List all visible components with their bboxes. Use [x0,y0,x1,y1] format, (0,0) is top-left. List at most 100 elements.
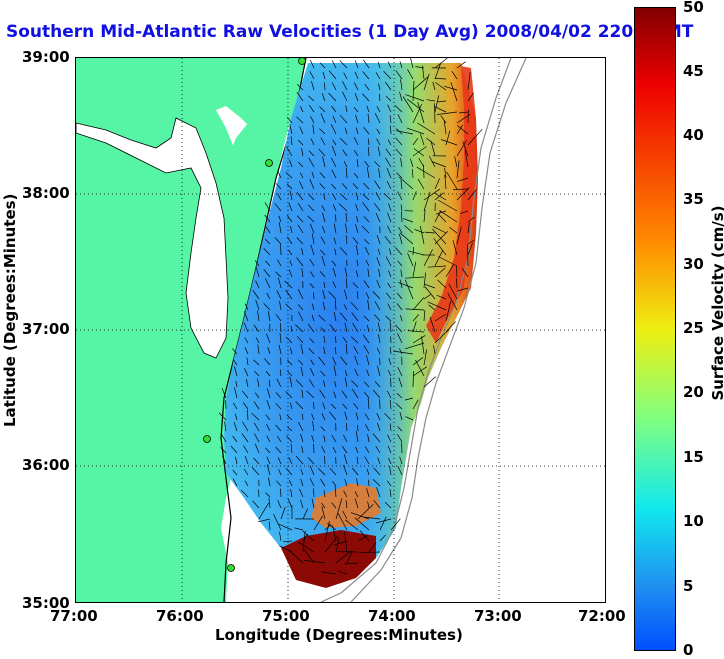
velocity-vector [372,291,381,300]
velocity-vector [243,322,249,333]
velocity-vector [366,167,370,179]
velocity-vector [419,225,425,245]
velocity-vector [332,204,337,212]
velocity-vector [396,393,403,399]
velocity-vector [396,130,414,135]
velocity-vector [243,310,249,322]
velocity-vector [266,400,271,410]
velocity-vector [410,58,414,69]
velocity-vector [332,267,337,278]
velocity-vector [376,487,381,498]
velocity-vector [268,477,271,487]
map-title: Southern Mid-Atlantic Raw Velocities (1 … [6,22,694,42]
velocity-vector [445,300,452,322]
velocity-vector [377,457,381,465]
velocity-vector [266,456,271,465]
velocity-vector [437,199,458,212]
xtick-label: 73:00 [474,607,522,625]
velocity-vector [276,480,282,487]
velocity-vector [344,267,348,278]
velocity-vector [334,486,337,498]
velocity-vector [378,93,381,102]
velocity-vector [298,161,304,168]
velocity-vector [383,192,392,201]
velocity-vector [343,464,348,476]
velocity-vector [277,259,282,267]
velocity-vector [405,416,414,421]
velocity-vector [355,204,359,212]
velocity-vector [387,225,392,234]
colorbar-tick: 45 [683,62,704,80]
velocity-vector [398,176,414,190]
velocity-vector [367,501,370,509]
velocity-vector [430,140,436,157]
velocity-vector [343,289,348,300]
velocity-vector [285,391,293,399]
velocity-vector [364,239,370,245]
velocity-vector [322,571,337,575]
velocity-vector [264,238,271,245]
velocity-vector [374,161,381,168]
velocity-vector [406,127,425,135]
velocity-vector [285,467,293,476]
velocity-vector [400,79,403,91]
velocity-vector [295,455,304,465]
velocity-vector [386,181,392,190]
velocity-vector [321,225,326,234]
velocity-vector [417,178,425,190]
velocity-vector [434,178,441,190]
velocity-vector [412,399,419,410]
velocity-vector [265,226,271,234]
velocity-vector [461,268,469,278]
velocity-vector [309,338,315,344]
colorbar-tick: 25 [683,319,704,337]
velocity-vector [307,457,315,465]
velocity-vector [377,61,381,69]
colorbar-tick: 30 [683,255,704,273]
velocity-vector [456,177,469,182]
velocity-vector [445,264,454,278]
velocity-vector [375,446,381,454]
velocity-vector [454,156,458,168]
velocity-vector [311,435,315,443]
velocity-vector [277,193,282,201]
velocity-vector [301,247,304,256]
velocity-vector [312,124,315,135]
velocity-vector [296,335,304,344]
velocity-vector [268,497,271,509]
velocity-vector [412,366,427,377]
velocity-vector [443,85,458,91]
xtick-label: 72:00 [578,607,626,625]
velocity-vector [318,314,326,322]
velocity-vector [232,469,238,476]
velocity-vector [432,225,447,234]
velocity-vector [427,265,447,268]
velocity-vector [244,455,249,465]
velocity-vector [251,412,260,421]
velocity-vector [340,194,348,201]
velocity-vector [412,146,427,157]
velocity-vector [277,435,282,443]
velocity-vector [308,95,315,102]
velocity-vector [300,106,304,113]
velocity-vector [345,223,348,234]
velocity-vector [399,61,403,69]
velocity-vector [290,347,293,355]
velocity-vector [396,303,403,311]
velocity-vector [268,521,271,531]
velocity-vector [279,413,282,421]
velocity-vector [333,365,337,377]
velocity-vector [257,310,260,322]
velocity-vector [297,541,315,553]
velocity-vector [339,60,348,69]
velocity-vector [287,359,293,366]
velocity-vector [377,146,381,157]
velocity-vector [313,515,323,531]
velocity-vector [264,202,271,212]
velocity-vector [309,71,315,80]
velocity-vector [362,71,370,80]
velocity-vector [356,291,359,300]
velocity-vector [412,137,419,146]
velocity-vector [280,488,282,498]
velocity-vector [434,192,447,201]
